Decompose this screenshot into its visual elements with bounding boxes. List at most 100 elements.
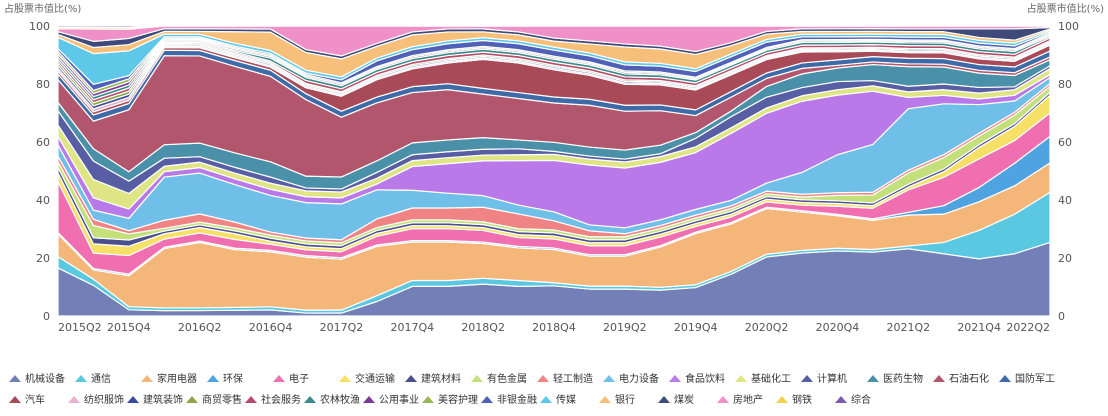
left-axis-title: 占股票市值比(%) [4,2,81,15]
legend-label: 汽车 [25,393,45,406]
legend-item[interactable]: 基础化工 [735,372,791,385]
legend-swatch [776,396,788,403]
x-tick-label: 2018Q4 [532,321,576,334]
y-tick-right: 80 [1058,78,1072,91]
legend-swatch [127,396,139,403]
x-tick-label: 2017Q2 [320,321,364,334]
legend-item[interactable]: 钢铁 [776,393,812,406]
y-tick-left: 0 [43,310,50,323]
y-tick-right: 20 [1058,252,1072,265]
legend-item[interactable]: 房地产 [717,393,763,406]
legend-label: 通信 [91,373,111,385]
legend-item[interactable]: 综合 [835,393,871,406]
legend-swatch [801,375,813,382]
legend-item[interactable]: 公用事业 [363,393,419,406]
x-tick-label: 2016Q4 [249,321,293,334]
legend-label: 农林牧渔 [320,393,360,406]
legend-item[interactable]: 石油石化 [933,372,989,385]
legend-label: 综合 [851,393,871,406]
legend-item[interactable]: 非银金融 [481,393,537,406]
legend-item[interactable]: 银行 [599,393,635,406]
legend-swatch [537,375,549,382]
legend-item[interactable]: 建筑装饰 [127,393,183,406]
legend-item[interactable]: 交通运输 [339,372,395,385]
legend-swatch [207,375,219,382]
legend-label: 非银金融 [497,393,537,406]
legend-label: 机械设备 [25,372,65,385]
y-tick-left: 40 [36,194,50,207]
legend-item[interactable]: 机械设备 [9,372,65,385]
legend-item[interactable]: 轻工制造 [537,372,593,385]
y-tick-right: 100 [1058,20,1079,33]
legend-label: 基础化工 [751,372,791,385]
legend-swatch [835,396,847,403]
legend-swatch [339,375,351,382]
y-tick-right: 40 [1058,194,1072,207]
legend-label: 钢铁 [792,393,812,406]
legend-label: 纺织服饰 [84,393,124,406]
legend-item[interactable]: 计算机 [801,372,847,385]
legend-item[interactable]: 医药生物 [867,372,923,385]
legend-label: 美容护理 [438,393,478,406]
x-tick-label: 2019Q2 [603,321,647,334]
legend-item[interactable]: 建筑材料 [405,372,461,385]
legend-item[interactable]: 家用电器 [141,372,197,385]
legend-swatch [867,375,879,382]
legend-label: 计算机 [817,372,847,385]
y-tick-right: 0 [1058,310,1065,323]
legend-swatch [304,396,316,403]
legend-label: 国防军工 [1015,372,1055,385]
legend-item[interactable]: 美容护理 [422,393,478,406]
y-tick-left: 20 [36,252,50,265]
legend-item[interactable]: 社会服务 [245,393,301,406]
x-tick-label: 2020Q2 [745,321,789,334]
legend-label: 公用事业 [379,393,419,406]
legend-label: 轻工制造 [553,372,593,385]
x-tick-label: 2021Q4 [957,321,1001,334]
x-tick-label: 2015Q2 [58,321,102,334]
axes-layer: 占股票市值比(%) 占股票市值比(%) 0 0 20 20 40 40 60 60 80 80 10… [4,2,1104,334]
legend-item[interactable]: 有色金属 [471,372,527,385]
x-tick-label: 2021Q2 [886,321,930,334]
legend-swatch [9,396,21,403]
area-series-31 [57,25,1051,29]
legend-swatch [405,375,417,382]
y-tick-left: 80 [36,78,50,91]
legend-label: 建筑装饰 [143,393,183,406]
right-axis-title: 占股票市值比(%) [1027,2,1104,15]
legend-swatch [933,375,945,382]
legend-label: 家用电器 [157,372,197,385]
legend: 机械设备 通信 家用电器 环保 电子 交通运输 建筑材料 有色金属 轻工制造 电力设备 食品饮料 基础… [9,372,1055,406]
x-tick-label: 2022Q2 [1006,321,1050,334]
legend-item[interactable]: 纺织服饰 [68,393,124,406]
legend-swatch [141,375,153,382]
legend-swatch [481,396,493,403]
legend-item[interactable]: 通信 [75,373,111,385]
legend-swatch [658,396,670,403]
legend-item[interactable]: 商贸零售 [186,393,242,406]
legend-swatch [599,396,611,403]
legend-item[interactable]: 传媒 [540,394,576,406]
x-tick-label: 2020Q4 [816,321,860,334]
legend-label: 医药生物 [883,372,923,385]
legend-swatch [186,396,198,403]
legend-item[interactable]: 国防军工 [999,372,1055,385]
legend-swatch [422,396,434,403]
legend-item[interactable]: 电力设备 [603,372,659,385]
legend-item[interactable]: 汽车 [9,393,45,406]
legend-item[interactable]: 食品饮料 [669,372,725,385]
legend-label: 石油石化 [949,372,989,385]
legend-label: 食品饮料 [685,372,725,385]
legend-item[interactable]: 农林牧渔 [304,393,360,406]
legend-item[interactable]: 环保 [207,372,243,385]
legend-item[interactable]: 电子 [273,372,309,385]
legend-swatch [717,396,729,403]
legend-item[interactable]: 煤炭 [658,393,694,406]
x-tick-label: 2018Q2 [461,321,505,334]
legend-label: 建筑材料 [421,372,461,385]
legend-swatch [999,375,1011,382]
legend-swatch [9,375,21,382]
legend-label: 有色金属 [487,372,527,385]
